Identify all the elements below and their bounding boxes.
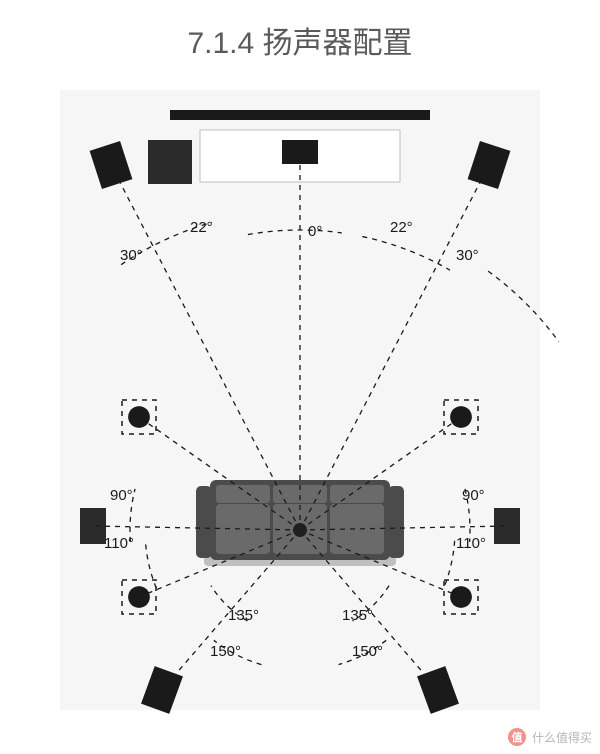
angle-arc	[488, 271, 559, 342]
angle-label-0: 0°	[308, 223, 322, 240]
angle-arc	[444, 541, 455, 588]
angle-arc	[145, 541, 156, 588]
angle-label-11: 150°	[210, 643, 241, 660]
angle-label-10: 135°	[342, 607, 373, 624]
angle-label-4: 30°	[456, 247, 479, 264]
angle-label-3: 30°	[120, 247, 143, 264]
subwoofer	[148, 140, 192, 184]
page: 7.1.4 扬声器配置 0°22°22°30°30°90°90°110°110°…	[0, 0, 600, 754]
angle-label-9: 135°	[228, 607, 259, 624]
angle-label-6: 90°	[462, 487, 485, 504]
watermark-badge: 值	[508, 728, 526, 746]
diagram-svg: 0° 22° 22° 30° 30° 90° 90° 110° 110° 135° 135° 150°…	[0, 0, 600, 754]
angle-arc	[248, 230, 342, 235]
angle-label-7: 110°	[104, 535, 134, 552]
angle-label-1: 22°	[190, 219, 213, 236]
watermark-text: 什么值得买	[532, 729, 592, 746]
angle-arc	[362, 237, 450, 271]
watermark: 值 什么值得买	[508, 728, 592, 746]
angle-label-5: 90°	[110, 487, 133, 504]
angle-label-12: 150°	[352, 643, 383, 660]
angle-label-2: 22°	[390, 219, 413, 236]
center-speaker	[282, 140, 318, 164]
tv-bar	[170, 110, 430, 120]
listener-head	[293, 523, 307, 537]
angle-label-8: 110°	[456, 535, 486, 552]
